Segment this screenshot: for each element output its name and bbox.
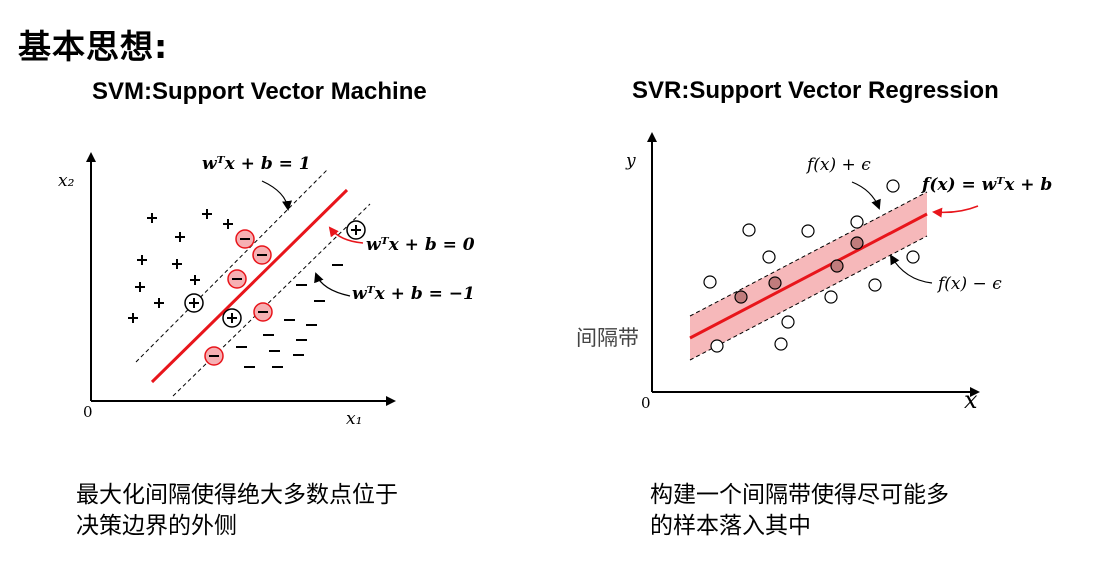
svm-hyperplane-line bbox=[150, 188, 349, 384]
svm-origin-label: 0 bbox=[83, 403, 93, 421]
sample-point-outside bbox=[868, 278, 882, 292]
svm-support-vectors-plus bbox=[184, 220, 366, 328]
svr-axis-x-label: x bbox=[964, 386, 978, 414]
sample-point-inside bbox=[734, 290, 748, 304]
sample-point-outside bbox=[824, 290, 838, 304]
svr-points-inside bbox=[734, 236, 864, 304]
plus-point bbox=[154, 298, 164, 308]
svm-caption-line2: 决策边界的外侧 bbox=[76, 513, 237, 539]
sample-point-outside bbox=[801, 224, 815, 238]
plus-point bbox=[202, 209, 212, 219]
svm-minus-points bbox=[236, 264, 343, 368]
plus-point bbox=[172, 259, 182, 269]
svr-subtitle: SVR:Support Vector Regression bbox=[632, 77, 999, 104]
sample-point-outside bbox=[906, 250, 920, 264]
svm-upper-annotation-arrow bbox=[261, 180, 293, 211]
svm-caption-line1: 最大化间隔使得绝大多数点位于 bbox=[76, 482, 398, 508]
sample-point-outside bbox=[703, 275, 717, 289]
svm-upper-margin-label: wᵀx + b = 1 bbox=[202, 154, 311, 174]
svr-points-outside bbox=[703, 179, 920, 353]
sample-point-inside bbox=[850, 236, 864, 250]
svr-caption: 构建一个间隔带使得尽可能多 的样本落入其中 bbox=[650, 480, 949, 542]
svr-lower-epsilon-line bbox=[689, 235, 928, 361]
svr-origin-label: 0 bbox=[641, 394, 651, 412]
svr-upper-epsilon-line bbox=[689, 191, 928, 317]
svm-caption: 最大化间隔使得绝大多数点位于 决策边界的外侧 bbox=[76, 480, 398, 542]
svm-axis-y-label: x₂ bbox=[58, 171, 75, 191]
svr-function-annotation-arrow bbox=[932, 205, 979, 218]
svm-lower-margin-label: wᵀx + b = −1 bbox=[352, 284, 475, 304]
sample-point-inside bbox=[768, 276, 782, 290]
plus-point bbox=[190, 275, 200, 285]
plus-point bbox=[137, 255, 147, 265]
svm-hyperplane-annotation-arrow bbox=[328, 226, 364, 244]
sample-point-outside bbox=[710, 339, 724, 353]
svm-subtitle: SVM:Support Vector Machine bbox=[92, 78, 427, 105]
svr-axis-y-label: y bbox=[625, 151, 636, 171]
svr-diagram: y x 0 f(x) + ϵ f(x) = wᵀx + b f(x) − ϵ bbox=[625, 132, 1052, 414]
plus-point bbox=[128, 313, 138, 323]
sample-point-outside bbox=[886, 179, 900, 193]
svr-lower-epsilon-label: f(x) − ϵ bbox=[936, 274, 1002, 294]
svr-function-label: f(x) = wᵀx + b bbox=[921, 175, 1052, 195]
svm-lower-annotation-arrow bbox=[314, 272, 351, 297]
plus-point bbox=[175, 232, 185, 242]
svr-lower-annotation-arrow bbox=[889, 254, 933, 284]
slide-title: 基本思想: bbox=[18, 27, 169, 66]
svm-diagram: x₂ x₁ 0 bbox=[58, 152, 475, 429]
plus-point bbox=[223, 219, 233, 229]
plus-point bbox=[135, 282, 145, 292]
svr-band-label: 间隔带 bbox=[576, 326, 639, 350]
sample-point-outside bbox=[774, 337, 788, 351]
svm-axis-x-label: x₁ bbox=[346, 409, 362, 429]
plus-point bbox=[147, 213, 157, 223]
sample-point-inside bbox=[830, 259, 844, 273]
sample-point-outside bbox=[850, 215, 864, 229]
svr-regression-line bbox=[689, 212, 928, 340]
sample-point-outside bbox=[781, 315, 795, 329]
sample-point-outside bbox=[742, 223, 756, 237]
svm-plus-points bbox=[128, 209, 233, 323]
svr-upper-annotation-arrow bbox=[851, 181, 881, 210]
svm-lower-margin-line bbox=[172, 203, 371, 397]
svm-hyperplane-label: wᵀx + b = 0 bbox=[366, 235, 475, 255]
sample-point-outside bbox=[762, 250, 776, 264]
svr-caption-line1: 构建一个间隔带使得尽可能多 bbox=[650, 482, 949, 508]
svr-upper-epsilon-label: f(x) + ϵ bbox=[805, 155, 871, 175]
svm-upper-margin-line bbox=[135, 169, 328, 363]
svm-margin-violators bbox=[204, 229, 273, 366]
svr-caption-line2: 的样本落入其中 bbox=[650, 513, 811, 539]
